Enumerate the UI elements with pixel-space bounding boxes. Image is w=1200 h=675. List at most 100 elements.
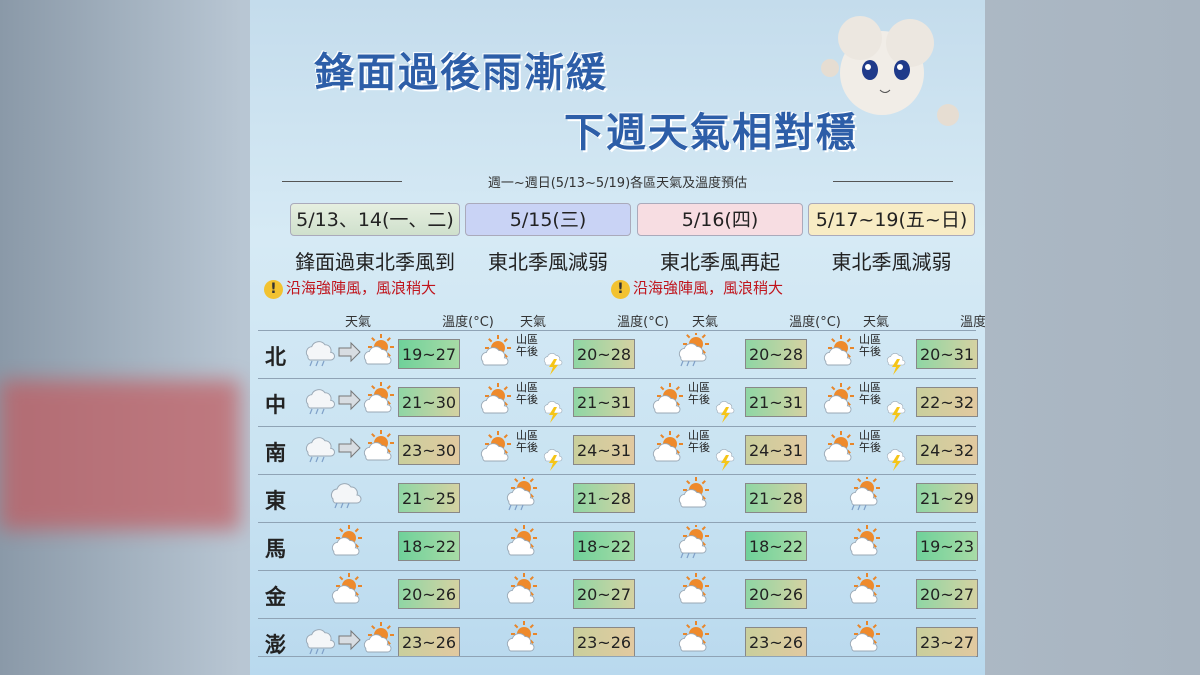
weather-icon <box>678 573 709 604</box>
temperature: 20~28 <box>745 339 807 369</box>
row-divider <box>258 378 976 379</box>
weather-icon <box>678 333 709 367</box>
column-header: 溫度(°C) <box>617 315 669 330</box>
temperature: 20~26 <box>745 579 807 609</box>
note-line: 山區 <box>859 429 881 442</box>
temperature: 18~22 <box>573 531 635 561</box>
weather-icon <box>652 431 735 471</box>
weather-icon <box>331 525 362 556</box>
note-line: 午後 <box>859 441 881 454</box>
period-description: 東北季風再起 <box>660 250 780 274</box>
note-line: 午後 <box>516 393 538 406</box>
temperature: 23~26 <box>398 627 460 657</box>
warning: ! 沿海強陣風，風浪稍大 <box>264 277 436 299</box>
region-label: 北 <box>265 345 286 369</box>
blur-patch <box>0 380 240 530</box>
note-line: 午後 <box>859 393 881 406</box>
rule <box>833 181 953 182</box>
row-divider <box>258 522 976 523</box>
row-divider <box>258 656 976 657</box>
weather-icon <box>330 483 362 509</box>
region-label: 金 <box>265 585 286 609</box>
note-line: 山區 <box>859 333 881 346</box>
weather-icon <box>849 621 880 652</box>
period-label: 5/15(三) <box>465 203 631 236</box>
region-label: 中 <box>265 393 286 417</box>
column-header: 溫度(°C) <box>789 315 841 330</box>
temperature: 19~27 <box>398 339 460 369</box>
weather-note: 山區 午後 <box>682 430 716 454</box>
temperature: 20~31 <box>916 339 978 369</box>
period-label: 5/13、14(一、二) <box>290 203 460 236</box>
temperature: 21~31 <box>745 387 807 417</box>
region-label: 馬 <box>265 537 286 561</box>
temperature: 20~28 <box>573 339 635 369</box>
weather-icon <box>305 382 394 415</box>
note-line: 山區 <box>516 333 538 346</box>
note-line: 山區 <box>516 381 538 394</box>
note-line: 午後 <box>859 345 881 358</box>
weather-icon <box>823 431 906 471</box>
region-label: 南 <box>265 441 286 465</box>
temperature: 20~27 <box>573 579 635 609</box>
weather-note: 山區 午後 <box>510 334 544 358</box>
weather-icon <box>849 477 880 511</box>
rule <box>282 181 402 182</box>
temperature: 20~26 <box>398 579 460 609</box>
weather-icon <box>480 383 563 423</box>
note-line: 山區 <box>859 381 881 394</box>
region-label: 東 <box>265 489 286 513</box>
subtitle: 週一~週日(5/13~5/19)各區天氣及溫度預估 <box>487 176 748 191</box>
row-divider <box>258 570 976 571</box>
warning-icon: ! <box>611 280 630 299</box>
weather-icon <box>305 622 394 655</box>
warning: ! 沿海強陣風，風浪稍大 <box>611 277 783 299</box>
weather-icon <box>652 383 735 423</box>
weather-note: 山區 午後 <box>682 382 716 406</box>
temperature: 21~28 <box>573 483 635 513</box>
weather-note: 山區 午後 <box>853 382 887 406</box>
weather-icon <box>506 477 537 511</box>
weather-icon <box>480 335 563 375</box>
temperature: 23~30 <box>398 435 460 465</box>
temperature: 23~26 <box>745 627 807 657</box>
weather-icon <box>480 431 563 471</box>
note-line: 午後 <box>516 441 538 454</box>
temperature: 20~27 <box>916 579 978 609</box>
temperature: 21~31 <box>573 387 635 417</box>
temperature: 24~31 <box>745 435 807 465</box>
region-label: 澎 <box>265 633 286 657</box>
period-description: 東北季風減弱 <box>831 250 952 274</box>
warning-text: 沿海強陣風，風浪稍大 <box>286 279 437 297</box>
temperature: 18~22 <box>745 531 807 561</box>
weather-icon <box>506 525 537 556</box>
period-description: 鋒面過東北季風到 <box>295 250 455 274</box>
weather-icon <box>506 573 537 604</box>
temperature: 21~30 <box>398 387 460 417</box>
temperature: 24~32 <box>916 435 978 465</box>
period-description: 東北季風減弱 <box>488 250 608 274</box>
row-divider <box>258 330 976 331</box>
weather-icon <box>506 621 537 652</box>
warning-icon: ! <box>264 280 283 299</box>
mascot <box>821 16 959 126</box>
note-line: 山區 <box>516 429 538 442</box>
period-label: 5/17~19(五~日) <box>808 203 975 236</box>
temperature: 22~32 <box>916 387 978 417</box>
infographic: 鋒面過後雨漸緩 下週天氣相對穩 週一~週日(5/13~5/19)各區天氣及溫度預… <box>250 0 985 675</box>
weather-note: 山區 午後 <box>853 334 887 358</box>
weather-note: 山區 午後 <box>853 430 887 454</box>
temperature: 24~31 <box>573 435 635 465</box>
title-line: 下週天氣相對穩 <box>564 110 858 156</box>
note-line: 午後 <box>688 441 710 454</box>
temperature: 21~29 <box>916 483 978 513</box>
weather-icon <box>678 621 709 652</box>
weather-note: 山區 午後 <box>510 382 544 406</box>
note-line: 午後 <box>688 393 710 406</box>
row-divider <box>258 426 976 427</box>
column-header: 天氣 <box>691 315 718 330</box>
weather-icon <box>823 383 906 423</box>
weather-icon <box>678 477 709 508</box>
weather-icon <box>678 525 709 559</box>
